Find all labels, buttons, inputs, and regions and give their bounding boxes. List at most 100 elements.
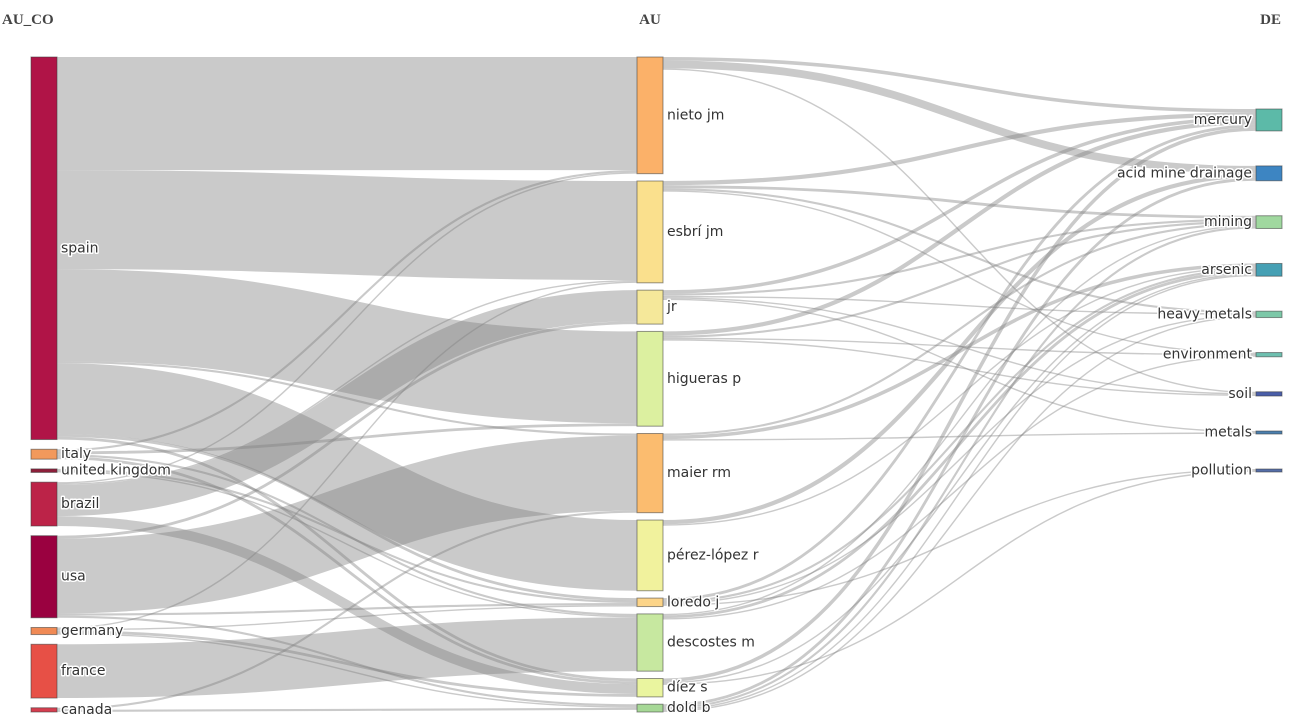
link-diez-s-to-mercury[interactable]	[662, 127, 1257, 683]
link-brazil-to-diez-s[interactable]	[56, 516, 638, 695]
link-nieto-jm-to-acid-mine-drainage[interactable]	[662, 60, 1257, 174]
link-usa-to-jr[interactable]	[56, 321, 638, 539]
link-germany-to-loredo-j[interactable]	[56, 605, 638, 631]
link-descostes-m-to-mining[interactable]	[662, 224, 1257, 616]
link-italy-to-descostes-m[interactable]	[56, 454, 638, 617]
link-loredo-j-to-mercury[interactable]	[662, 124, 1257, 601]
link-brazil-to-nieto-jm[interactable]	[56, 172, 638, 484]
link-spain-to-perez-lopez-r[interactable]	[56, 363, 638, 591]
link-jr-to-soil[interactable]	[662, 297, 1257, 395]
node-higueras-p[interactable]	[636, 330, 664, 427]
link-descostes-m-to-environment[interactable]	[662, 355, 1257, 620]
node-loredo-j[interactable]	[636, 597, 664, 608]
link-germany-to-dold-b[interactable]	[56, 633, 638, 708]
link-higueras-p-to-mercury[interactable]	[662, 120, 1257, 336]
link-loredo-j-to-arsenic[interactable]	[662, 268, 1257, 604]
node-brazil[interactable]	[30, 481, 58, 527]
link-united-kingdom-to-loredo-j[interactable]	[56, 468, 638, 604]
node-mercury[interactable]	[1255, 108, 1283, 132]
node-usa[interactable]	[30, 535, 58, 619]
node-united-kingdom[interactable]	[30, 468, 58, 473]
node-mining[interactable]	[1255, 215, 1283, 229]
node-label-germany: germany	[61, 623, 123, 639]
link-loredo-j-to-pollution[interactable]	[662, 469, 1257, 606]
node-arsenic[interactable]	[1255, 262, 1283, 277]
link-esbri-jm-to-mercury[interactable]	[662, 112, 1257, 186]
link-brazil-to-esbri-jm[interactable]	[56, 279, 638, 485]
link-perez-lopez-r-to-acid-mine-drainage[interactable]	[662, 173, 1257, 525]
node-spain[interactable]	[30, 56, 58, 441]
node-jr[interactable]	[636, 289, 664, 325]
link-higueras-p-to-soil[interactable]	[662, 339, 1257, 397]
node-diez-s[interactable]	[636, 678, 664, 698]
node-label-esbri-jm: esbrí jm	[667, 224, 723, 240]
node-label-brazil: brazil	[61, 496, 99, 512]
link-dold-b-to-mining[interactable]	[662, 226, 1257, 710]
link-dold-b-to-acid-mine-drainage[interactable]	[662, 177, 1257, 708]
link-jr-to-mercury[interactable]	[662, 116, 1257, 294]
link-italy-to-diez-s[interactable]	[56, 456, 638, 685]
link-descostes-m-to-arsenic[interactable]	[662, 270, 1257, 619]
node-label-perez-lopez-r: pérez-lópez r	[667, 547, 759, 563]
link-dold-b-to-heavy-metals[interactable]	[662, 316, 1257, 712]
link-canada-to-maier-rm[interactable]	[56, 510, 638, 710]
node-environment[interactable]	[1255, 352, 1283, 358]
node-perez-lopez-r[interactable]	[636, 519, 664, 592]
link-nieto-jm-to-soil[interactable]	[662, 68, 1257, 394]
link-united-kingdom-to-descostes-m[interactable]	[56, 471, 638, 618]
link-jr-to-metals[interactable]	[662, 298, 1257, 433]
link-loredo-j-to-heavy-metals[interactable]	[662, 314, 1257, 605]
node-soil[interactable]	[1255, 391, 1283, 397]
link-perez-lopez-r-to-arsenic[interactable]	[662, 267, 1257, 526]
link-spain-to-maier-rm[interactable]	[56, 361, 638, 436]
link-esbri-jm-to-environment[interactable]	[662, 190, 1257, 354]
link-canada-to-dold-b[interactable]	[56, 707, 638, 712]
link-germany-to-esbri-jm[interactable]	[56, 281, 638, 629]
node-nieto-jm[interactable]	[636, 56, 664, 175]
link-jr-to-heavy-metals[interactable]	[662, 295, 1257, 315]
link-maier-rm-to-mining[interactable]	[662, 222, 1257, 436]
node-dold-b[interactable]	[636, 703, 664, 713]
link-diez-s-to-pollution[interactable]	[662, 470, 1257, 685]
column-title-au-co: AU_CO	[2, 12, 54, 28]
link-esbri-jm-to-heavy-metals[interactable]	[662, 188, 1257, 314]
link-usa-to-loredo-j[interactable]	[56, 603, 638, 616]
link-esbri-jm-to-mining[interactable]	[662, 185, 1257, 219]
link-diez-s-to-arsenic[interactable]	[662, 273, 1257, 684]
node-metals[interactable]	[1255, 430, 1283, 435]
link-italy-to-nieto-jm[interactable]	[56, 170, 638, 452]
node-italy[interactable]	[30, 448, 58, 460]
link-spain-to-higueras-p[interactable]	[56, 269, 638, 424]
link-spain-to-loredo-j[interactable]	[56, 433, 638, 601]
link-higueras-p-to-environment[interactable]	[662, 337, 1257, 356]
node-acid-mine-drainage[interactable]	[1255, 165, 1283, 182]
node-label-france: france	[61, 663, 105, 679]
link-italy-to-higueras-p[interactable]	[56, 423, 638, 455]
node-maier-rm[interactable]	[636, 433, 664, 514]
node-label-acid-mine-drainage: acid mine drainage	[1117, 165, 1252, 181]
node-france[interactable]	[30, 643, 58, 699]
node-esbri-jm[interactable]	[636, 180, 664, 284]
link-usa-to-dold-b[interactable]	[56, 615, 638, 707]
link-germany-to-diez-s[interactable]	[56, 630, 638, 697]
node-descostes-m[interactable]	[636, 613, 664, 672]
link-usa-to-maier-rm[interactable]	[56, 435, 638, 614]
link-spain-to-esbri-jm[interactable]	[56, 170, 638, 280]
node-pollution[interactable]	[1255, 468, 1283, 473]
link-dold-b-to-arsenic[interactable]	[662, 274, 1257, 711]
link-brazil-to-jr[interactable]	[56, 290, 638, 517]
node-canada[interactable]	[30, 707, 58, 713]
node-label-loredo-j: loredo j	[667, 594, 719, 610]
link-france-to-descostes-m[interactable]	[56, 617, 638, 699]
link-maier-rm-to-arsenic[interactable]	[662, 263, 1257, 440]
link-maier-rm-to-metals[interactable]	[662, 432, 1257, 441]
node-label-pollution: pollution	[1191, 463, 1252, 479]
node-heavy-metals[interactable]	[1255, 310, 1283, 319]
link-spain-to-diez-s[interactable]	[56, 436, 638, 682]
link-higueras-p-to-mining[interactable]	[662, 220, 1257, 338]
link-jr-to-mining[interactable]	[662, 218, 1257, 296]
node-label-soil: soil	[1228, 386, 1252, 402]
link-nieto-jm-to-mercury[interactable]	[662, 56, 1257, 113]
node-germany[interactable]	[30, 626, 58, 636]
